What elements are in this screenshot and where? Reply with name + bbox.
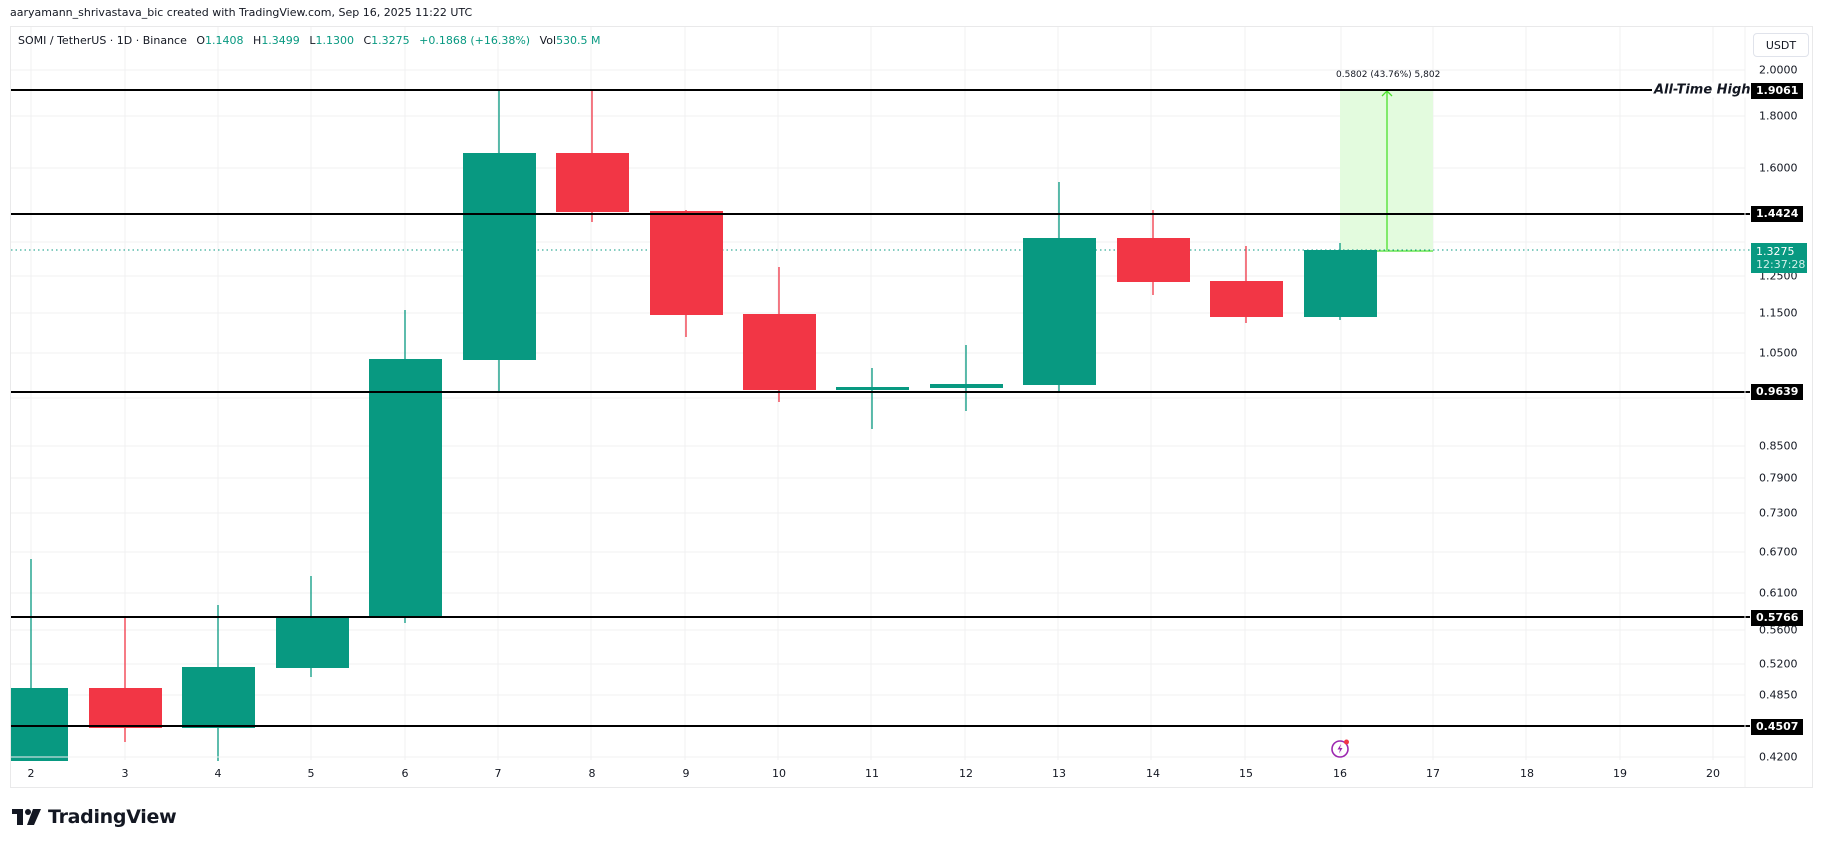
price-tick: 0.5200 xyxy=(1759,657,1798,671)
level-tag-ath: 1.9061 xyxy=(1751,83,1804,99)
high-value: 1.3499 xyxy=(261,34,300,47)
change-value: +0.1868 (+16.38%) xyxy=(419,34,531,47)
x-tick: 9 xyxy=(682,767,690,780)
x-tick: 19 xyxy=(1613,767,1627,780)
lightning-event-icon[interactable] xyxy=(1330,737,1352,759)
price-tick: 0.4850 xyxy=(1759,688,1798,702)
measure-label: 0.5802 (43.76%) 5,802 xyxy=(1336,70,1441,80)
x-tick: 20 xyxy=(1706,767,1720,780)
x-tick: 6 xyxy=(401,767,409,780)
x-tick: 17 xyxy=(1426,767,1440,780)
current-price-tag: 1.3275 12:37:28 xyxy=(1751,243,1807,273)
price-tick: 1.6000 xyxy=(1759,161,1798,175)
x-tick: 14 xyxy=(1146,767,1160,780)
x-tick: 10 xyxy=(772,767,786,780)
price-tick: 0.5600 xyxy=(1759,623,1798,637)
tradingview-logo-icon xyxy=(12,809,41,825)
close-value: 1.3275 xyxy=(371,34,410,47)
x-tick: 3 xyxy=(121,767,129,780)
horizontal-gridlines xyxy=(11,69,1745,758)
attribution-text: aaryamann_shrivastava_bic created with T… xyxy=(10,6,473,19)
logo-text: TradingView xyxy=(48,806,177,828)
price-tick: 0.4200 xyxy=(1759,750,1798,764)
price-tick: 0.7300 xyxy=(1759,506,1798,520)
symbol-legend: SOMI / TetherUS · 1D · Binance O1.1408 H… xyxy=(18,34,601,47)
bar-countdown: 12:37:28 xyxy=(1756,258,1806,271)
x-tick: 18 xyxy=(1520,767,1534,780)
price-tick: 1.8000 xyxy=(1759,109,1798,123)
price-tick: 1.1500 xyxy=(1759,306,1798,320)
tradingview-logo[interactable]: TradingView xyxy=(12,806,177,828)
price-tick: 0.6100 xyxy=(1759,586,1798,600)
current-price: 1.3275 xyxy=(1756,245,1795,258)
currency-button[interactable]: USDT xyxy=(1753,33,1809,57)
price-tick: 1.0500 xyxy=(1759,346,1798,360)
open-value: 1.1408 xyxy=(205,34,244,47)
x-tick: 13 xyxy=(1052,767,1066,780)
price-range-measure[interactable] xyxy=(1340,90,1433,252)
price-tick: 2.0000 xyxy=(1759,63,1798,77)
candles[interactable] xyxy=(11,91,1377,761)
level-tag: 0.9639 xyxy=(1751,384,1804,400)
vertical-gridlines xyxy=(30,27,1714,760)
low-value: 1.1300 xyxy=(315,34,354,47)
x-tick: 11 xyxy=(865,767,879,780)
x-tick: 8 xyxy=(588,767,596,780)
symbol-name[interactable]: SOMI / TetherUS · 1D · Binance xyxy=(18,34,187,47)
support-resistance-levels[interactable] xyxy=(11,89,1750,727)
level-tag: 0.4507 xyxy=(1751,719,1804,735)
x-tick: 7 xyxy=(494,767,502,780)
x-tick: 4 xyxy=(214,767,222,780)
x-tick: 16 xyxy=(1333,767,1347,780)
x-tick: 5 xyxy=(307,767,315,780)
price-tick: 0.8500 xyxy=(1759,439,1798,453)
price-tick: 0.7900 xyxy=(1759,471,1798,485)
level-tag: 1.4424 xyxy=(1751,206,1804,222)
x-tick: 15 xyxy=(1239,767,1253,780)
price-tick: 0.6700 xyxy=(1759,545,1798,559)
level-tag: 0.5766 xyxy=(1751,610,1804,626)
x-tick: 12 xyxy=(959,767,973,780)
volume-value: 530.5 M xyxy=(556,34,601,47)
x-tick: 2 xyxy=(27,767,35,780)
all-time-high-label: All-Time High - xyxy=(1652,82,1763,98)
